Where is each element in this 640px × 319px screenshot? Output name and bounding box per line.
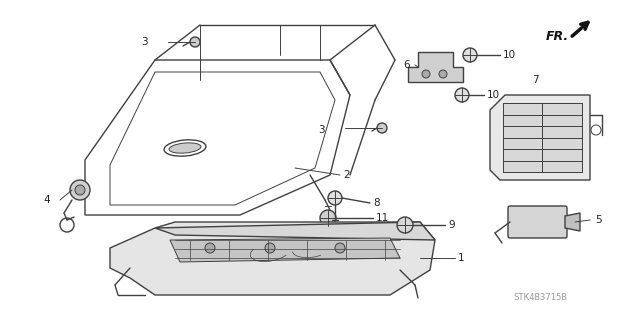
Text: STK4B3715B: STK4B3715B <box>513 293 567 302</box>
Circle shape <box>75 185 85 195</box>
Polygon shape <box>408 52 463 82</box>
Circle shape <box>320 210 336 226</box>
Text: 3: 3 <box>141 37 148 47</box>
Circle shape <box>70 180 90 200</box>
Circle shape <box>439 70 447 78</box>
Text: 9: 9 <box>448 220 454 230</box>
Circle shape <box>377 123 387 133</box>
Circle shape <box>397 217 413 233</box>
Circle shape <box>265 243 275 253</box>
Polygon shape <box>490 95 590 180</box>
Circle shape <box>328 191 342 205</box>
Text: 2: 2 <box>343 170 349 180</box>
Circle shape <box>455 88 469 102</box>
FancyBboxPatch shape <box>508 206 567 238</box>
Text: 1: 1 <box>458 253 465 263</box>
Circle shape <box>422 70 430 78</box>
Circle shape <box>190 37 200 47</box>
Circle shape <box>205 243 215 253</box>
Text: FR.: FR. <box>545 29 568 42</box>
Text: 4: 4 <box>44 195 50 205</box>
Polygon shape <box>155 222 435 240</box>
Text: 5: 5 <box>595 215 602 225</box>
Polygon shape <box>170 238 400 262</box>
Text: 10: 10 <box>503 50 516 60</box>
Text: 7: 7 <box>532 75 538 85</box>
Text: 8: 8 <box>373 198 380 208</box>
Text: 11: 11 <box>376 213 389 223</box>
Polygon shape <box>110 222 435 295</box>
Polygon shape <box>503 103 582 172</box>
Text: 6: 6 <box>403 60 410 70</box>
Ellipse shape <box>169 143 201 153</box>
Circle shape <box>463 48 477 62</box>
Circle shape <box>335 243 345 253</box>
Text: 10: 10 <box>487 90 500 100</box>
Text: 3: 3 <box>318 125 325 135</box>
Polygon shape <box>565 213 580 231</box>
